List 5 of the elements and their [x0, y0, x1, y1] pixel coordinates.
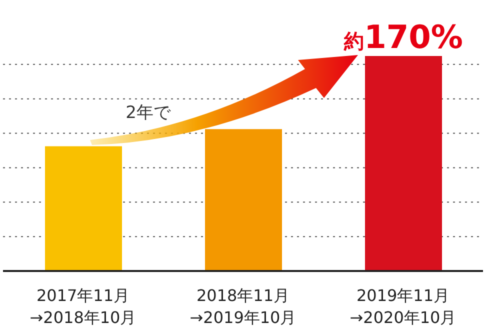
annotation: 2年で: [126, 103, 172, 123]
annotation: 約170%: [343, 18, 463, 56]
x-tick-label: 2018年11月 →2019年10月: [190, 286, 296, 327]
x-tick-label: 2019年11月 →2020年10月: [350, 286, 456, 327]
x-tick-label: 2017年11月 →2018年10月: [30, 286, 136, 327]
